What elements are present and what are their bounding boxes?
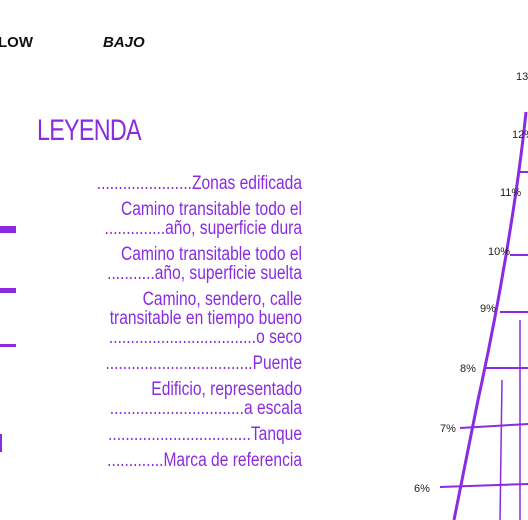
legend-line: Edificio, representado — [151, 379, 302, 400]
grade-label: 10% — [488, 246, 510, 258]
legend-line: ..................................o seco — [108, 327, 302, 348]
grade-scale-ticks — [439, 171, 528, 520]
legend-item-benchmark: .............Marca de referencia — [79, 451, 302, 470]
symbol-loose-road — [0, 288, 16, 293]
legend-line: Camino, sendero, calle — [142, 289, 302, 310]
header-bajo-label: BAJO — [103, 34, 145, 51]
legend-item-bridge: ..................................Puente — [79, 354, 302, 373]
legend-item-building: Edificio, representado .................… — [79, 380, 302, 418]
grade-label: 9% — [480, 303, 496, 315]
legend-line: ..................................Puente — [105, 353, 302, 374]
legend-line: ......................Zonas edificada — [96, 173, 302, 194]
legend-line: .............Marca de referencia — [107, 450, 303, 471]
grade-scale-curve — [452, 111, 528, 520]
grade-scale-labels: 13 12% 11% 10% 9% 8% 7% 6% — [414, 71, 528, 495]
grade-label: 12% — [512, 129, 528, 141]
legend-item-tank: .................................Tanque — [79, 425, 302, 444]
symbol-building — [0, 434, 2, 452]
grade-label: 8% — [460, 363, 476, 375]
grade-scale-diagram: 13 12% 11% 10% 9% 8% 7% 6% — [414, 71, 528, 520]
legend-line: Camino transitable todo el — [120, 199, 302, 220]
grade-label: 11% — [500, 187, 521, 199]
grade-label: 6% — [414, 483, 430, 495]
grade-label: 7% — [440, 423, 456, 435]
legend-line: ...........año, superficie suelta — [107, 263, 302, 284]
header-low-label: LOW — [0, 34, 33, 51]
legend-line: Camino transitable todo el — [120, 244, 302, 265]
legend-line: ...............................a escala — [109, 398, 302, 419]
symbol-fair-weather-road — [0, 344, 16, 347]
legend-item-built-zones: ......................Zonas edificada — [79, 174, 302, 193]
legend-list: ......................Zonas edificada Ca… — [30, 174, 302, 477]
grade-label: 13 — [516, 71, 528, 83]
symbol-hard-road — [0, 226, 16, 233]
legend-line: ..............año, superficie dura — [104, 218, 302, 239]
legend-line: transitable en tiempo bueno — [109, 308, 302, 329]
legend-item-fair-weather-road: Camino, sendero, calle transitable en ti… — [79, 290, 302, 347]
legend-item-loose-road: Camino transitable todo el ...........añ… — [79, 245, 302, 283]
legend-line: .................................Tanque — [108, 424, 302, 445]
legend-item-hard-road: Camino transitable todo el .............… — [79, 200, 302, 238]
legend-title: LEYENDA — [37, 114, 142, 147]
